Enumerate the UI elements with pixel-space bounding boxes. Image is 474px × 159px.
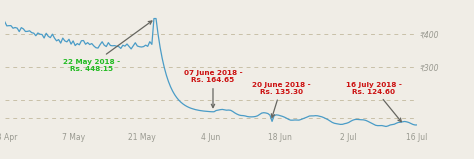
Text: 22 May 2018 -
Rs. 448.15: 22 May 2018 - Rs. 448.15 — [63, 21, 152, 72]
Text: 07 June 2018 -
Rs. 164.65: 07 June 2018 - Rs. 164.65 — [184, 70, 242, 108]
Text: 20 June 2018 -
Rs. 135.30: 20 June 2018 - Rs. 135.30 — [252, 82, 310, 117]
Text: 16 July 2018 -
Rs. 124.60: 16 July 2018 - Rs. 124.60 — [346, 82, 402, 122]
